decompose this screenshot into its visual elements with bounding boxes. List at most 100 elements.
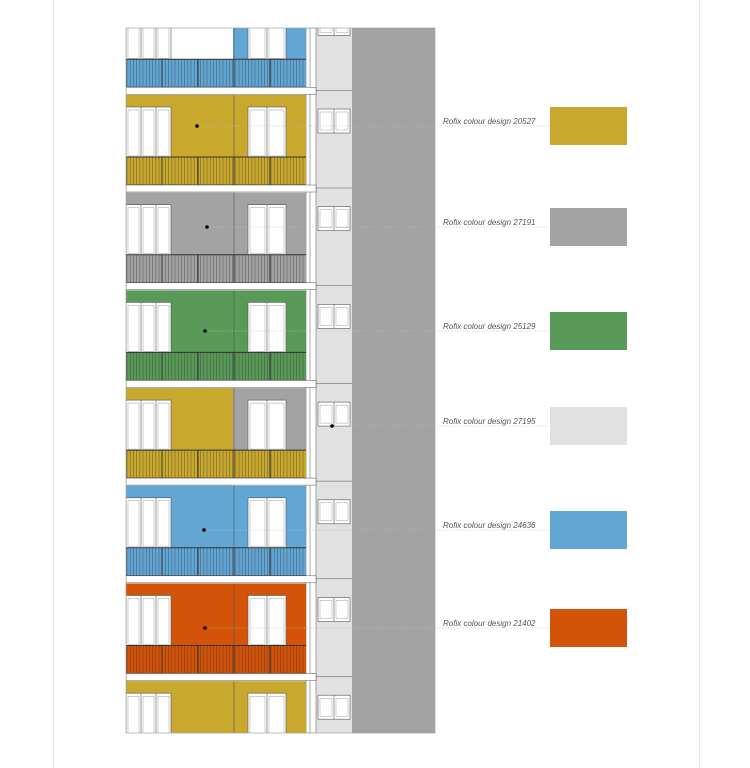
floor-6-window-left-pane xyxy=(142,500,155,547)
floor-1-door-right-pane xyxy=(249,28,266,59)
floor-8-door-right-pane xyxy=(249,696,266,733)
floor-4-window-left-pane xyxy=(157,305,170,352)
floor-1-window-left xyxy=(126,28,172,62)
leader-dot xyxy=(203,329,207,333)
floor-3-railing xyxy=(126,254,306,283)
floor-4-stair-window-pane xyxy=(335,307,349,326)
floor-8-window-left-pane xyxy=(142,696,155,733)
floor-6-slab xyxy=(126,575,317,584)
floor-6-stair-window-pane xyxy=(335,502,349,521)
legend-label: Rofix colour design 27191 xyxy=(443,218,536,227)
legend-label: Rofix colour design 21402 xyxy=(443,619,536,628)
floor-5-window-left-pane xyxy=(142,402,155,450)
floor-2-stair-window-pane xyxy=(319,111,333,131)
floor-6-stair-window-pane xyxy=(319,502,333,521)
floor-5-window-left-pane xyxy=(157,402,170,450)
floor-7-stair-window-pane xyxy=(335,600,349,619)
floor-5-door-right-pane xyxy=(249,402,266,450)
floor-4-door-right-pane xyxy=(268,305,285,352)
legend-label: Rofix colour design 20527 xyxy=(443,117,536,126)
legend-swatch xyxy=(550,407,627,445)
leader-dot xyxy=(205,225,209,229)
floor-8-railing xyxy=(126,743,306,768)
legend-swatch xyxy=(550,312,627,350)
floor-5-stair-window-pane xyxy=(335,404,349,424)
floor-2-window-left xyxy=(126,106,172,160)
floor-1-window-left-pane xyxy=(127,28,140,59)
floor-2-slab xyxy=(126,184,317,193)
legend-swatch xyxy=(550,107,627,145)
floor-5-stair-window-pane xyxy=(319,404,333,424)
legend-swatch xyxy=(550,511,627,549)
floor-3-window-left-pane xyxy=(157,207,170,254)
floor-4-window-left xyxy=(126,302,172,355)
floor-7-slab xyxy=(126,673,317,681)
floor-6-window-left xyxy=(126,497,172,551)
floor-8-stair-window-pane xyxy=(335,698,349,717)
floor-4-stair-window-pane xyxy=(319,307,333,326)
floor-1-window-left-pane xyxy=(157,28,170,59)
floor-2-window-left-pane xyxy=(127,109,140,157)
floor-5-door-right-pane xyxy=(268,402,285,450)
floor-2-railing xyxy=(126,157,306,185)
legend-label: Rofix colour design 25129 xyxy=(443,322,536,331)
legend-swatch xyxy=(550,609,627,647)
facade-outline xyxy=(125,27,436,734)
floor-3-door-right-pane xyxy=(249,207,266,254)
floor-7-window-left-pane xyxy=(127,598,140,645)
floor-8-door-right-pane xyxy=(268,696,285,733)
floor-3-window-left-pane xyxy=(142,207,155,254)
legend-label: Rofix colour design 27195 xyxy=(443,417,536,426)
floor-5-railing xyxy=(126,450,306,479)
floor-3-door-right-pane xyxy=(268,207,285,254)
floor-3-window-left-pane xyxy=(127,207,140,254)
floor-6-window-left-pane xyxy=(127,500,140,547)
floor-1-window-left-pane xyxy=(142,28,155,59)
leader-dot xyxy=(195,124,199,128)
floor-4-railing xyxy=(126,352,306,381)
floor-2-window-left-pane xyxy=(157,109,170,157)
floor-2-door-right-pane xyxy=(249,109,266,157)
floor-3-stair-window-pane xyxy=(335,209,349,228)
legend-swatch xyxy=(550,208,627,246)
floor-3-window-left xyxy=(126,204,172,257)
floor-1-stair-window-pane xyxy=(319,28,333,33)
floor-3-stair-window-pane xyxy=(319,209,333,228)
floor-5-slab xyxy=(126,477,317,486)
facade-group xyxy=(126,28,435,768)
floor-7-stair-window-pane xyxy=(319,600,333,619)
page-frame-left xyxy=(53,0,54,768)
floor-2-window-left-pane xyxy=(142,109,155,157)
floor-8-stair-window-pane xyxy=(319,698,333,717)
floor-1-slab xyxy=(126,87,317,95)
floor-1-railing xyxy=(126,59,306,88)
floor-7-window-left-pane xyxy=(142,598,155,645)
floor-2-stair-window-pane xyxy=(335,111,349,131)
leader-dot xyxy=(203,626,207,630)
floor-4-slab xyxy=(126,380,317,388)
floor-6-railing xyxy=(126,547,306,576)
floor-7-window-left-pane xyxy=(157,598,170,645)
floor-6-door-right-pane xyxy=(268,500,285,547)
floor-3-slab xyxy=(126,282,317,290)
core-wall xyxy=(352,28,435,733)
floor-1-door-right-pane xyxy=(268,28,285,59)
floor-6-door-right-pane xyxy=(249,500,266,547)
floor-8-window-left-pane xyxy=(157,696,170,733)
leader-dot xyxy=(330,424,334,428)
floor-4-door-right-pane xyxy=(249,305,266,352)
floor-1-stair-window-pane xyxy=(335,28,349,33)
leader-dot xyxy=(202,528,206,532)
page-frame-right xyxy=(699,0,700,768)
floor-7-door-right-pane xyxy=(268,598,285,645)
floor-4-window-left-pane xyxy=(127,305,140,352)
floor-7-railing xyxy=(126,645,306,674)
floor-5-window-left-pane xyxy=(127,402,140,450)
floor-2-door-right-pane xyxy=(268,109,285,157)
floor-5-window-left xyxy=(126,399,172,453)
floor-4-window-left-pane xyxy=(142,305,155,352)
legend-label: Rofix colour design 24636 xyxy=(443,521,536,530)
floor-7-door-right-pane xyxy=(249,598,266,645)
floor-7-window-left xyxy=(126,595,172,648)
